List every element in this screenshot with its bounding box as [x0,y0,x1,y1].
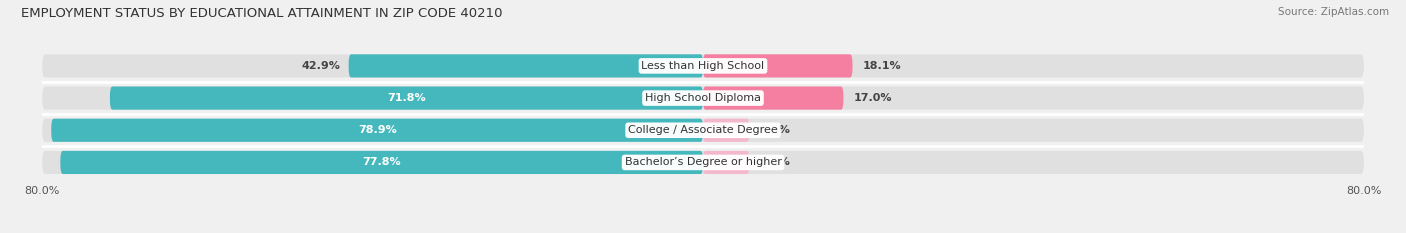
FancyBboxPatch shape [349,54,703,78]
Text: College / Associate Degree: College / Associate Degree [628,125,778,135]
Text: High School Diploma: High School Diploma [645,93,761,103]
Text: EMPLOYMENT STATUS BY EDUCATIONAL ATTAINMENT IN ZIP CODE 40210: EMPLOYMENT STATUS BY EDUCATIONAL ATTAINM… [21,7,502,20]
Text: Source: ZipAtlas.com: Source: ZipAtlas.com [1278,7,1389,17]
Text: 77.8%: 77.8% [363,158,401,168]
Text: Less than High School: Less than High School [641,61,765,71]
Text: 71.8%: 71.8% [387,93,426,103]
Text: 42.9%: 42.9% [301,61,340,71]
FancyBboxPatch shape [703,151,749,174]
FancyBboxPatch shape [703,54,852,78]
FancyBboxPatch shape [42,119,1364,142]
Text: 18.1%: 18.1% [862,61,901,71]
FancyBboxPatch shape [42,54,1364,78]
FancyBboxPatch shape [110,86,703,110]
FancyBboxPatch shape [51,119,703,142]
Text: 17.0%: 17.0% [853,93,891,103]
Text: Bachelor’s Degree or higher: Bachelor’s Degree or higher [624,158,782,168]
FancyBboxPatch shape [42,86,1364,110]
FancyBboxPatch shape [42,151,1364,174]
Text: 5.6%: 5.6% [759,158,790,168]
Text: 78.9%: 78.9% [357,125,396,135]
Text: 5.6%: 5.6% [759,125,790,135]
FancyBboxPatch shape [60,151,703,174]
FancyBboxPatch shape [703,119,749,142]
FancyBboxPatch shape [703,86,844,110]
